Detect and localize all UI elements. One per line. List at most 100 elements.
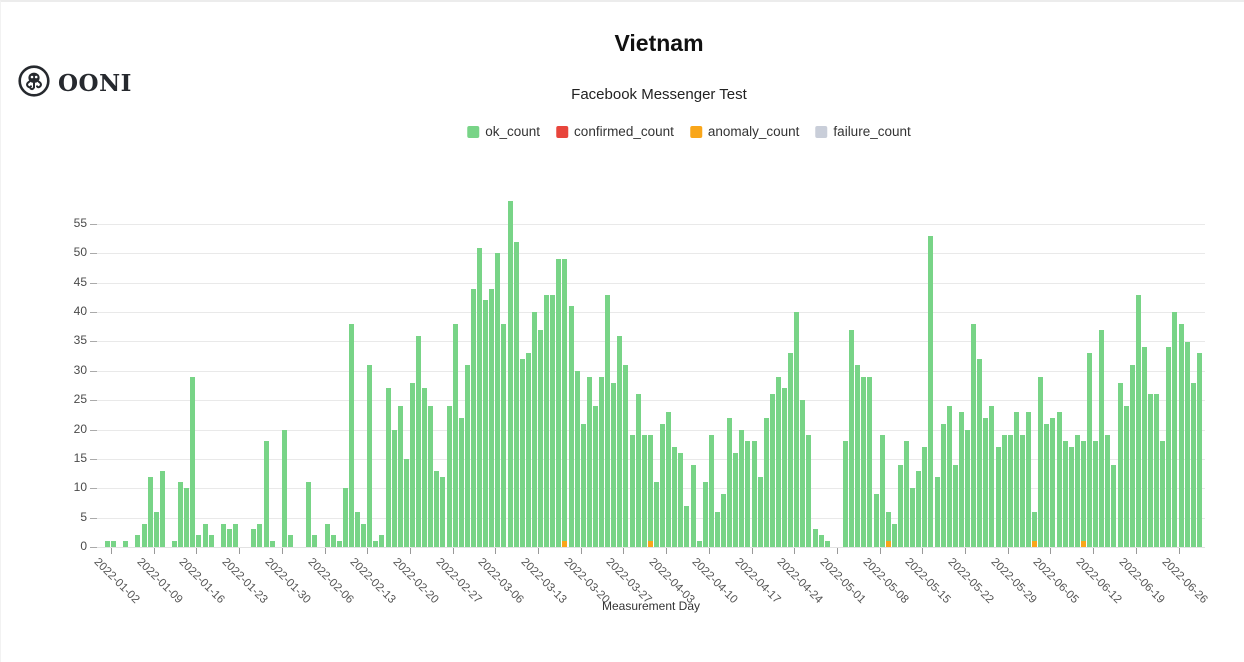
- bar-ok-segment[interactable]: [348, 323, 354, 547]
- bar-ok-segment[interactable]: [855, 364, 861, 547]
- bar-ok-segment[interactable]: [1111, 464, 1117, 547]
- bar-ok-segment[interactable]: [440, 476, 446, 547]
- bar-ok-segment[interactable]: [1117, 382, 1123, 547]
- bar-ok-segment[interactable]: [788, 353, 794, 547]
- bar-ok-segment[interactable]: [544, 294, 550, 547]
- bar-ok-segment[interactable]: [946, 406, 952, 547]
- bar-ok-segment[interactable]: [446, 406, 452, 547]
- bar-anomaly-segment[interactable]: [562, 541, 568, 547]
- bar-ok-segment[interactable]: [202, 523, 208, 547]
- bar-ok-segment[interactable]: [1093, 441, 1099, 547]
- bar-ok-segment[interactable]: [995, 447, 1001, 547]
- bar-ok-segment[interactable]: [983, 417, 989, 547]
- bar-ok-segment[interactable]: [1087, 353, 1092, 547]
- bar-ok-segment[interactable]: [281, 429, 287, 547]
- bar-ok-segment[interactable]: [800, 400, 806, 547]
- bar-ok-segment[interactable]: [782, 388, 787, 547]
- bar-ok-segment[interactable]: [1013, 411, 1019, 547]
- bar-ok-segment[interactable]: [1184, 341, 1190, 547]
- bar-ok-segment[interactable]: [910, 488, 916, 547]
- bar-ok-segment[interactable]: [196, 535, 202, 547]
- bar-ok-segment[interactable]: [556, 259, 562, 547]
- bar-ok-segment[interactable]: [306, 482, 312, 547]
- bar-ok-segment[interactable]: [452, 323, 458, 547]
- bar-ok-segment[interactable]: [763, 417, 769, 547]
- bar-ok-segment[interactable]: [812, 529, 818, 547]
- bar-ok-segment[interactable]: [489, 288, 495, 547]
- bar-ok-segment[interactable]: [684, 505, 690, 547]
- legend-item-anomaly_count[interactable]: anomaly_count: [689, 124, 799, 139]
- bar-ok-segment[interactable]: [1068, 447, 1074, 547]
- bar-ok-segment[interactable]: [513, 241, 519, 547]
- bar-ok-segment[interactable]: [617, 335, 623, 547]
- bar-ok-segment[interactable]: [226, 529, 232, 547]
- bar-ok-segment[interactable]: [647, 435, 653, 542]
- bar-ok-segment[interactable]: [861, 376, 867, 547]
- bar-ok-segment[interactable]: [342, 488, 348, 547]
- bar-ok-segment[interactable]: [605, 294, 611, 547]
- bar-ok-segment[interactable]: [1129, 364, 1135, 547]
- bar-ok-segment[interactable]: [355, 511, 360, 547]
- bar-ok-segment[interactable]: [641, 435, 647, 547]
- bar-ok-segment[interactable]: [422, 388, 428, 547]
- bar-ok-segment[interactable]: [635, 394, 641, 547]
- bar-anomaly-segment[interactable]: [885, 541, 891, 547]
- bar-ok-segment[interactable]: [824, 541, 830, 547]
- bar-ok-segment[interactable]: [287, 535, 293, 547]
- bar-ok-segment[interactable]: [324, 523, 330, 547]
- bar-ok-segment[interactable]: [708, 435, 714, 547]
- bar-ok-segment[interactable]: [379, 535, 385, 547]
- bar-ok-segment[interactable]: [867, 376, 873, 547]
- bar-ok-segment[interactable]: [916, 470, 922, 547]
- bar-ok-segment[interactable]: [1044, 423, 1050, 547]
- bar-ok-segment[interactable]: [123, 541, 129, 547]
- bar-ok-segment[interactable]: [1019, 435, 1025, 547]
- bar-ok-segment[interactable]: [666, 411, 672, 547]
- bar-ok-segment[interactable]: [184, 488, 190, 547]
- bar-ok-segment[interactable]: [159, 470, 165, 547]
- bar-ok-segment[interactable]: [568, 306, 574, 547]
- bar-ok-segment[interactable]: [1026, 411, 1031, 547]
- bar-ok-segment[interactable]: [1178, 323, 1184, 547]
- bar-ok-segment[interactable]: [525, 353, 531, 547]
- bar-ok-segment[interactable]: [1166, 347, 1172, 547]
- bar-ok-segment[interactable]: [147, 476, 153, 547]
- bar-ok-segment[interactable]: [818, 535, 824, 547]
- bar-ok-segment[interactable]: [952, 464, 958, 547]
- bar-ok-segment[interactable]: [958, 411, 964, 547]
- bar-ok-segment[interactable]: [470, 288, 476, 547]
- bar-ok-segment[interactable]: [611, 382, 617, 547]
- bar-ok-segment[interactable]: [769, 394, 775, 547]
- bar-ok-segment[interactable]: [653, 482, 659, 547]
- bar-ok-segment[interactable]: [190, 376, 196, 547]
- bar-ok-segment[interactable]: [977, 359, 983, 547]
- bar-ok-segment[interactable]: [397, 406, 403, 547]
- bar-ok-segment[interactable]: [934, 476, 940, 547]
- bar-anomaly-segment[interactable]: [1032, 541, 1038, 547]
- bar-ok-segment[interactable]: [477, 247, 482, 547]
- bar-ok-segment[interactable]: [1196, 353, 1202, 547]
- bar-ok-segment[interactable]: [269, 541, 275, 547]
- bar-ok-segment[interactable]: [501, 323, 507, 547]
- bar-ok-segment[interactable]: [904, 441, 909, 547]
- bar-ok-segment[interactable]: [928, 235, 934, 547]
- bar-ok-segment[interactable]: [141, 523, 147, 547]
- bar-ok-segment[interactable]: [733, 453, 739, 547]
- bar-ok-segment[interactable]: [745, 441, 751, 547]
- bar-ok-segment[interactable]: [312, 535, 318, 547]
- bar-ok-segment[interactable]: [1123, 406, 1129, 547]
- bar-ok-segment[interactable]: [562, 259, 568, 542]
- bar-ok-segment[interactable]: [1154, 394, 1160, 547]
- bar-ok-segment[interactable]: [592, 406, 598, 547]
- bar-ok-segment[interactable]: [1074, 435, 1080, 547]
- bar-ok-segment[interactable]: [1148, 394, 1153, 547]
- bar-ok-segment[interactable]: [1141, 347, 1147, 547]
- bar-ok-segment[interactable]: [690, 464, 696, 547]
- bar-ok-segment[interactable]: [1135, 294, 1141, 547]
- bar-ok-segment[interactable]: [385, 388, 391, 547]
- bar-ok-segment[interactable]: [1190, 382, 1196, 547]
- bar-ok-segment[interactable]: [538, 329, 543, 547]
- bar-ok-segment[interactable]: [599, 376, 604, 547]
- bar-ok-segment[interactable]: [135, 535, 141, 547]
- bar-anomaly-segment[interactable]: [647, 541, 653, 547]
